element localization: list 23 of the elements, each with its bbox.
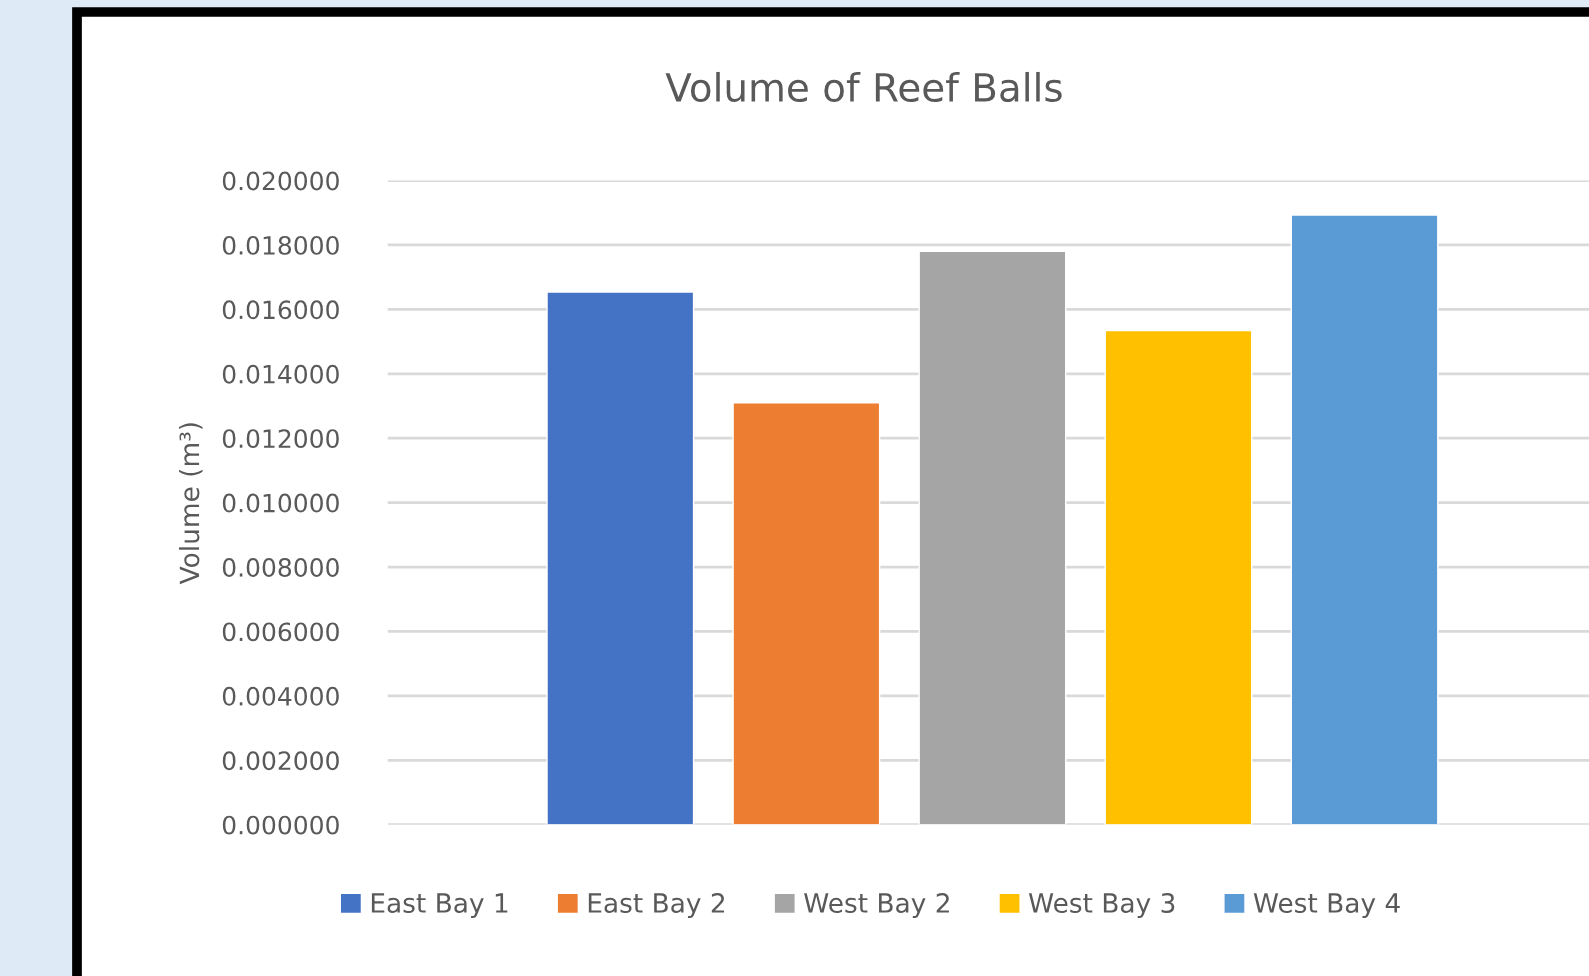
- legend-label: East Bay 1: [371, 893, 508, 919]
- legend-label: West Bay 3: [1028, 893, 1175, 919]
- y-tick-label: 0.006000: [222, 622, 339, 642]
- y-tick-label: 0.004000: [222, 686, 339, 706]
- y-tick-label: 0.020000: [222, 171, 339, 191]
- legend-label: East Bay 2: [588, 893, 725, 919]
- y-tick-label: 0.008000: [222, 558, 339, 577]
- y-axis-title: Volume (m³): [179, 423, 203, 585]
- bar: [732, 402, 881, 825]
- y-tick-label: 0.002000: [222, 751, 339, 771]
- bar: [546, 291, 695, 825]
- y-tick-label: 0.012000: [222, 429, 339, 449]
- bar: [1290, 214, 1439, 825]
- bar: [1104, 329, 1253, 825]
- y-tick-label: 0.014000: [222, 364, 339, 384]
- legend-label: West Bay 2: [804, 893, 949, 919]
- y-tick-label: 0.000000: [222, 815, 339, 835]
- bar: [918, 250, 1067, 825]
- chart-title: Volume of Reef Balls: [665, 71, 1062, 103]
- y-tick-label: 0.018000: [222, 235, 339, 255]
- y-tick-label: 0.016000: [222, 300, 339, 320]
- y-tick-label: 0.010000: [222, 493, 339, 513]
- legend-label: West Bay 4: [1253, 893, 1400, 919]
